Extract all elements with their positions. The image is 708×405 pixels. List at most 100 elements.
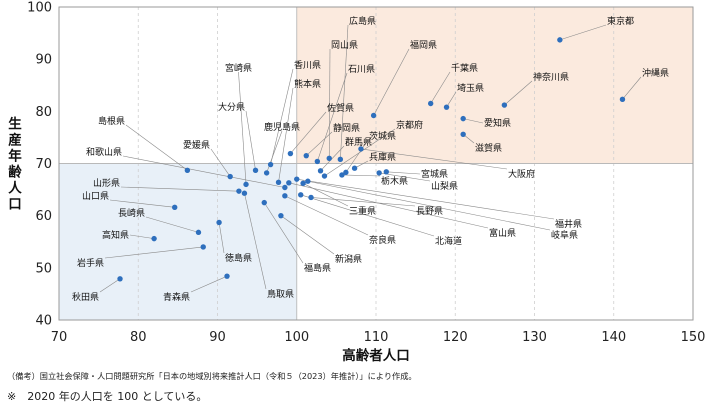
leader-line bbox=[373, 48, 410, 116]
data-point bbox=[267, 161, 274, 168]
data-point bbox=[619, 96, 626, 103]
data-point bbox=[195, 229, 202, 236]
data-point bbox=[200, 244, 206, 250]
point-label: 佐賀県 bbox=[327, 102, 354, 114]
x-tick-label: 70 bbox=[51, 330, 68, 345]
leader-line bbox=[379, 172, 431, 182]
source-note: （備考）国立社会保障・人口問題研究所「日本の地域別将来推計人口（令和５（2023… bbox=[7, 371, 417, 381]
leader-line bbox=[310, 197, 416, 207]
leader-line bbox=[386, 171, 421, 175]
point-label: 三重県 bbox=[349, 205, 376, 217]
y-tick-label: 80 bbox=[35, 105, 52, 120]
point-label: 神奈川県 bbox=[533, 71, 569, 83]
data-point bbox=[236, 188, 242, 194]
leader-line bbox=[463, 118, 484, 124]
x-axis-ticks: 70 80 90 100 110 120 130 140 150 bbox=[51, 330, 706, 345]
point-label: 岐阜県 bbox=[551, 229, 578, 241]
data-point bbox=[275, 179, 282, 185]
point-label: 北海道 bbox=[435, 235, 462, 247]
data-point bbox=[358, 146, 364, 152]
data-point bbox=[227, 173, 233, 180]
y-tick-label: 60 bbox=[35, 209, 52, 224]
leader-line bbox=[340, 24, 349, 160]
leader-line bbox=[345, 139, 369, 173]
point-label: 香川県 bbox=[294, 60, 321, 71]
y-tick-label: 90 bbox=[35, 53, 52, 68]
data-point bbox=[216, 219, 222, 226]
leader-line bbox=[559, 24, 607, 41]
plot-frame bbox=[58, 6, 694, 321]
leader-line bbox=[320, 145, 345, 172]
x-axis-title: 高齢者人口 bbox=[342, 347, 410, 364]
data-point bbox=[252, 167, 259, 173]
leader-line bbox=[109, 199, 175, 208]
region-upper-right bbox=[296, 7, 693, 164]
data-point bbox=[351, 165, 358, 171]
data-point bbox=[294, 176, 300, 182]
leader-line bbox=[306, 131, 333, 156]
point-label: 秋田県 bbox=[72, 291, 99, 303]
point-label: 徳島県 bbox=[225, 252, 252, 264]
data-point bbox=[370, 112, 377, 119]
point-label: 岩手県 bbox=[77, 257, 104, 269]
x-tick-label: 90 bbox=[209, 330, 226, 345]
data-point bbox=[300, 180, 306, 187]
point-label: 静岡県 bbox=[333, 122, 360, 134]
y-tick-label: 70 bbox=[35, 157, 52, 172]
point-label: 東京都 bbox=[607, 15, 634, 27]
point-label: 島根県 bbox=[98, 115, 125, 127]
data-point bbox=[282, 193, 288, 199]
point-label: 愛知県 bbox=[484, 117, 511, 129]
point-label: 群馬県 bbox=[345, 136, 372, 148]
data-point bbox=[298, 192, 304, 198]
leader-line bbox=[296, 178, 555, 220]
data-point bbox=[314, 158, 321, 165]
leader-line bbox=[284, 195, 369, 236]
point-label: 岡山県 bbox=[331, 40, 358, 51]
data-point bbox=[326, 155, 332, 161]
data-point bbox=[243, 181, 249, 188]
data-point bbox=[151, 235, 157, 242]
data-point bbox=[460, 115, 466, 122]
leader-line bbox=[622, 76, 642, 100]
x-tick-label: 150 bbox=[681, 330, 706, 345]
point-label: 福島県 bbox=[304, 262, 331, 274]
data-point bbox=[224, 273, 230, 279]
data-point bbox=[241, 190, 248, 196]
data-point bbox=[557, 37, 563, 43]
data-point bbox=[460, 131, 466, 137]
leader-line bbox=[120, 186, 239, 192]
leader-line bbox=[190, 275, 228, 293]
data-point bbox=[321, 173, 328, 179]
leader-line bbox=[145, 216, 199, 233]
point-label: 千葉県 bbox=[451, 62, 478, 74]
y-axis-title: 生産年齢人口 bbox=[8, 116, 22, 213]
leader-line bbox=[245, 110, 256, 171]
point-label: 和歌山県 bbox=[86, 146, 122, 158]
point-label: 宮崎県 bbox=[225, 62, 252, 74]
data-point bbox=[282, 184, 288, 191]
data-point bbox=[278, 212, 284, 219]
data-point bbox=[303, 152, 309, 159]
grid-lines bbox=[59, 7, 693, 320]
point-label: 京都府 bbox=[396, 119, 423, 131]
leader-line bbox=[280, 215, 335, 255]
leader-line bbox=[104, 246, 204, 259]
data-points bbox=[117, 37, 626, 282]
data-point bbox=[376, 170, 382, 176]
data-point bbox=[427, 100, 434, 107]
leader-line bbox=[504, 80, 533, 106]
x-tick-label: 100 bbox=[284, 330, 309, 345]
point-label: 兵庫県 bbox=[369, 151, 396, 163]
point-label: 埼玉県 bbox=[457, 82, 484, 94]
y-tick-label: 100 bbox=[27, 1, 52, 16]
y-tick-label: 50 bbox=[35, 261, 52, 276]
leader-line bbox=[122, 155, 285, 188]
data-point bbox=[383, 169, 390, 175]
point-label: 高知県 bbox=[102, 229, 129, 241]
point-label: 宮城県 bbox=[421, 168, 448, 180]
y-axis-ticks: 40 50 60 70 80 90 100 bbox=[27, 1, 52, 329]
data-point bbox=[308, 194, 314, 201]
leader-line bbox=[317, 72, 348, 162]
